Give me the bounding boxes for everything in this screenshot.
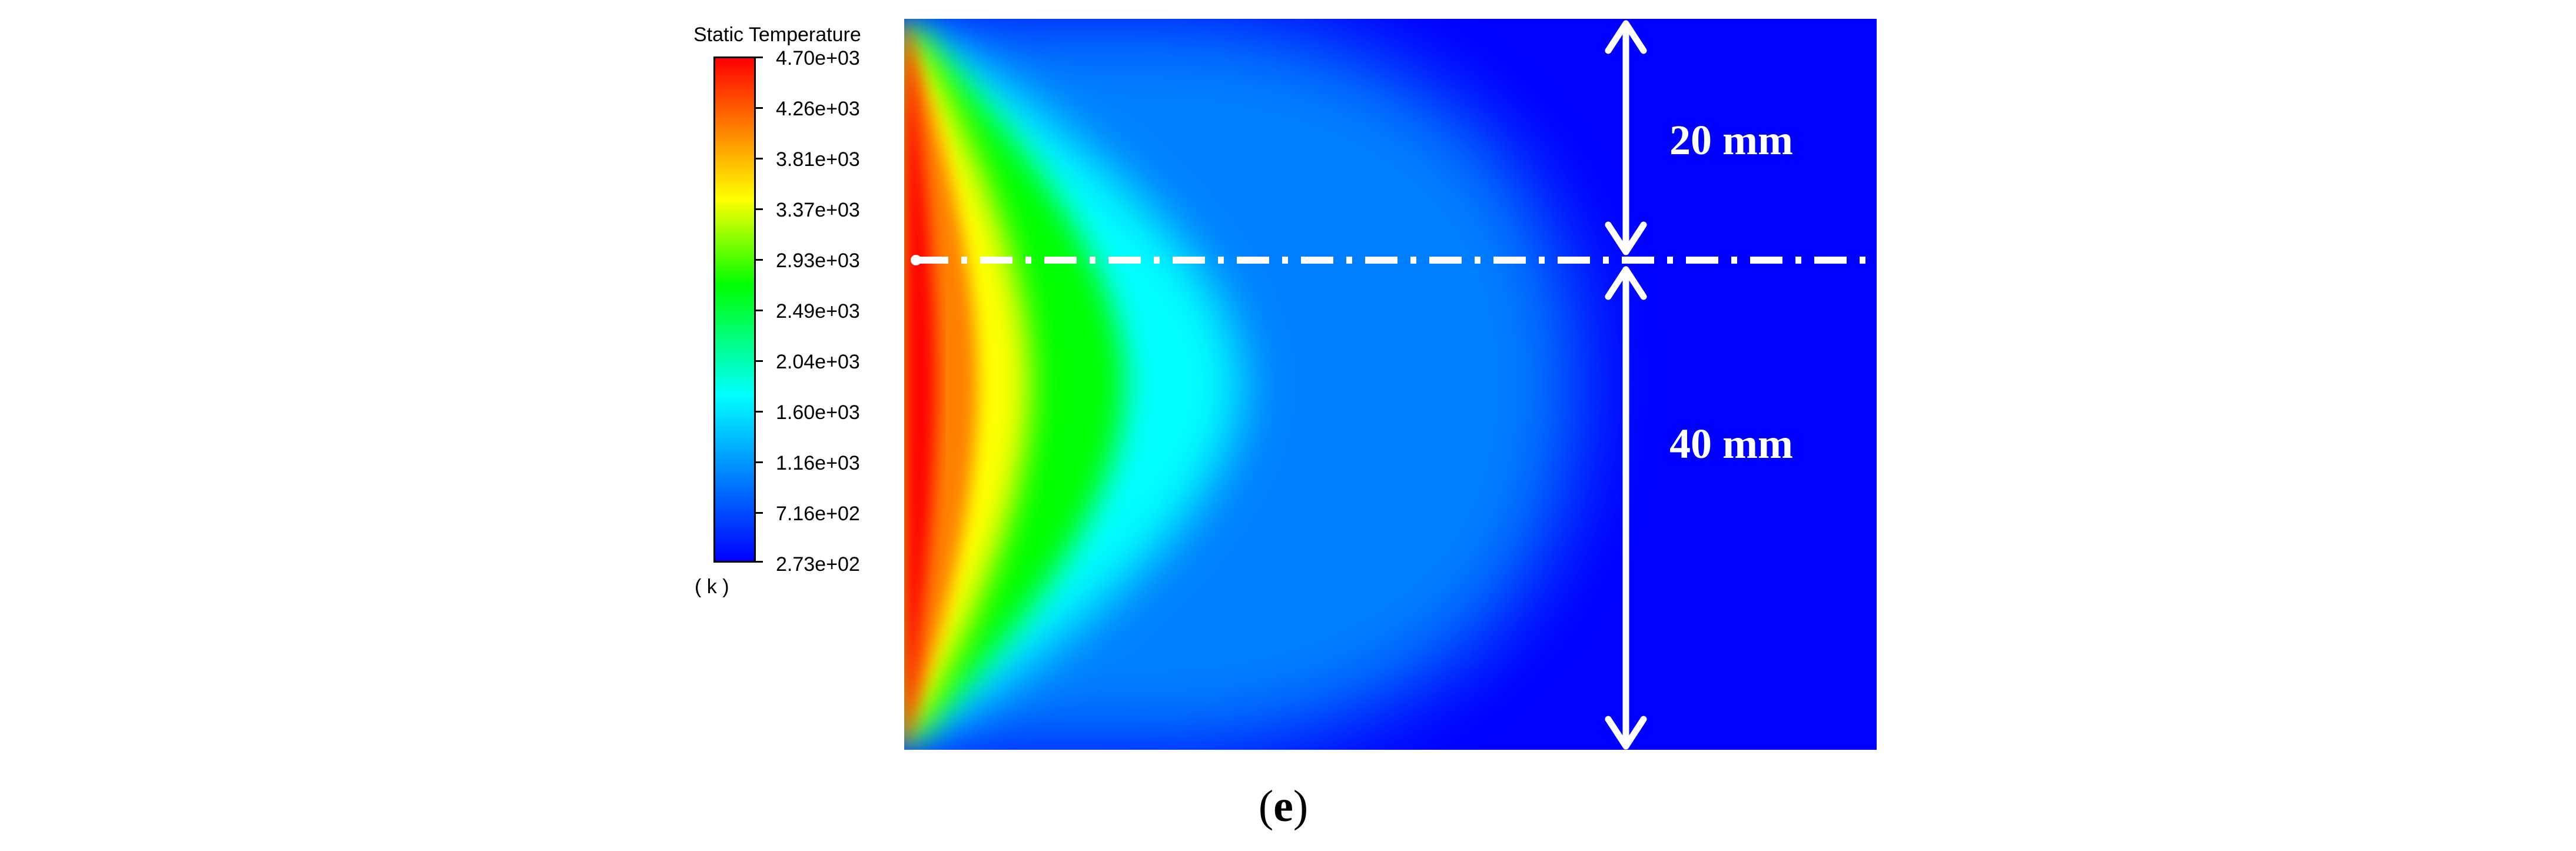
temperature-band — [904, 19, 936, 750]
legend-tick-mark — [756, 56, 763, 58]
legend-tick-label: 2.49e+03 — [776, 300, 860, 323]
legend-tick-mark — [756, 461, 763, 463]
panel-label: (e) — [1248, 783, 1319, 830]
legend-tick-label: 1.60e+03 — [776, 401, 860, 424]
upper-dimension-arrow — [1605, 20, 1647, 255]
legend-tick-mark — [756, 107, 763, 109]
legend-tick-mark — [756, 310, 763, 311]
legend-tick-label: 7.16e+02 — [776, 503, 860, 525]
legend-tick-label: 2.04e+03 — [776, 351, 860, 373]
legend-tick-mark — [756, 360, 763, 362]
legend-tick-label: 4.26e+03 — [776, 98, 860, 120]
upper-dimension-label: 20 mm — [1669, 117, 1793, 164]
panel-label-open: ( — [1258, 782, 1274, 831]
legend-tick-label: 4.70e+03 — [776, 47, 860, 69]
legend-tick-label: 3.81e+03 — [776, 148, 860, 171]
legend-tick-label: 1.16e+03 — [776, 452, 860, 474]
legend-tick-label: 2.93e+03 — [776, 250, 860, 272]
legend-tick-mark — [756, 259, 763, 261]
legend-tick-label: 3.37e+03 — [776, 199, 860, 221]
lower-dimension-arrow — [1605, 266, 1647, 750]
legend-unit: ( k ) — [695, 576, 729, 598]
panel-label-letter: e — [1273, 782, 1293, 831]
lower-dimension-label: 40 mm — [1669, 420, 1793, 467]
legend-tick-mark — [756, 512, 763, 514]
legend-tick-mark — [756, 158, 763, 159]
centerline-start-dot — [911, 255, 921, 265]
legend-tick-mark — [756, 411, 763, 413]
legend-tick-label: 2.73e+02 — [776, 553, 860, 576]
panel-label-close: ) — [1293, 782, 1309, 831]
legend-title: Static Temperature — [693, 24, 861, 46]
temperature-field — [904, 19, 1877, 750]
legend-colorbar — [713, 56, 756, 563]
legend-tick-mark — [756, 561, 763, 563]
legend-tick-mark — [756, 208, 763, 210]
